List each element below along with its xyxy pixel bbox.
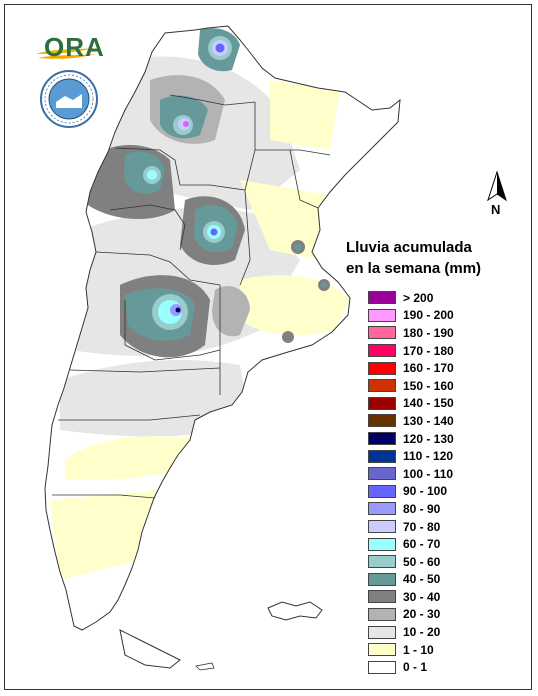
- north-arrow-icon: [487, 170, 507, 202]
- rainfall-legend: > 200 190 - 200 180 - 190 170 - 180 160 - 17…: [368, 289, 454, 676]
- legend-item: 40 - 50: [368, 571, 454, 589]
- legend-item: 190 - 200: [368, 307, 454, 325]
- legend-title-line2: en la semana (mm): [346, 260, 482, 277]
- legend-swatch: [368, 520, 396, 534]
- legend-item: 30 - 40: [368, 588, 454, 606]
- legend-item: 140 - 150: [368, 395, 454, 413]
- legend-item: 70 - 80: [368, 518, 454, 536]
- legend-label: 30 - 40: [403, 589, 441, 604]
- legend-item: 20 - 30: [368, 606, 454, 624]
- isla-de-los-estados: [195, 662, 215, 671]
- legend-swatch: [368, 590, 396, 604]
- legend-swatch: [368, 344, 396, 358]
- legend-label: 110 - 120: [403, 449, 454, 464]
- legend-swatch: [368, 326, 396, 340]
- legend-swatch: [368, 572, 396, 586]
- legend-label: > 200: [403, 290, 434, 305]
- legend-label: 40 - 50: [403, 572, 441, 587]
- legend-label: 70 - 80: [403, 519, 441, 534]
- legend-item: 10 - 20: [368, 623, 454, 641]
- legend-item: 120 - 130: [368, 430, 454, 448]
- legend-label: 170 - 180: [403, 343, 454, 358]
- legend-swatch: [368, 607, 396, 621]
- legend-item: 1 - 10: [368, 641, 454, 659]
- legend-item: 160 - 170: [368, 359, 454, 377]
- legend-swatch: [368, 361, 396, 375]
- malvinas-islands: [267, 601, 323, 621]
- legend-label: 100 - 110: [403, 466, 454, 481]
- legend-item: 180 - 190: [368, 324, 454, 342]
- north-arrow: N: [482, 170, 512, 218]
- legend-item: 130 - 140: [368, 412, 454, 430]
- legend-label: 180 - 190: [403, 325, 454, 340]
- legend-item: 50 - 60: [368, 553, 454, 571]
- legend-label: 130 - 140: [403, 413, 454, 428]
- legend-item: 0 - 1: [368, 658, 454, 676]
- legend-swatch: [368, 379, 396, 393]
- legend-label: 90 - 100: [403, 484, 448, 499]
- legend-item: 100 - 110: [368, 465, 454, 483]
- legend-label: 10 - 20: [403, 625, 441, 640]
- legend-item: 170 - 180: [368, 342, 454, 360]
- legend-swatch: [368, 643, 396, 657]
- legend-label: 1 - 10: [403, 642, 434, 657]
- legend-swatch: [368, 484, 396, 498]
- legend-label: 150 - 160: [403, 378, 454, 393]
- tierra-del-fuego: [119, 629, 181, 669]
- legend-swatch: [368, 432, 396, 446]
- legend-label: 20 - 30: [403, 607, 441, 622]
- legend-swatch: [368, 625, 396, 639]
- province-boundaries: [52, 94, 331, 499]
- legend-swatch: [368, 660, 396, 674]
- legend-swatch: [368, 449, 396, 463]
- legend-label: 80 - 90: [403, 501, 441, 516]
- legend-swatch: [368, 291, 396, 305]
- legend-item: 90 - 100: [368, 483, 454, 501]
- legend-label: 140 - 150: [403, 396, 454, 411]
- legend-item: 60 - 70: [368, 535, 454, 553]
- legend-label: 120 - 130: [403, 431, 454, 446]
- legend-label: 190 - 200: [403, 308, 454, 323]
- legend-swatch: [368, 414, 396, 428]
- legend-item: > 200: [368, 289, 454, 307]
- legend-label: 50 - 60: [403, 554, 441, 569]
- legend-title-line1: Lluvia acumulada: [346, 239, 472, 256]
- legend-swatch: [368, 555, 396, 569]
- legend-label: 60 - 70: [403, 537, 441, 552]
- legend-label: 160 - 170: [403, 361, 454, 376]
- ora-logo: ORA: [34, 26, 114, 62]
- legend-swatch: [368, 502, 396, 516]
- north-label: N: [491, 202, 501, 217]
- legend-item: 110 - 120: [368, 447, 454, 465]
- legend-swatch: [368, 537, 396, 551]
- legend-title: Lluvia acumulada en la semana (mm): [346, 237, 526, 279]
- legend-swatch: [368, 467, 396, 481]
- legend-swatch: [368, 396, 396, 410]
- legend-label: 0 - 1: [403, 660, 428, 675]
- smn-seal-icon: [40, 70, 98, 128]
- legend-item: 80 - 90: [368, 500, 454, 518]
- legend-item: 150 - 160: [368, 377, 454, 395]
- legend-swatch: [368, 308, 396, 322]
